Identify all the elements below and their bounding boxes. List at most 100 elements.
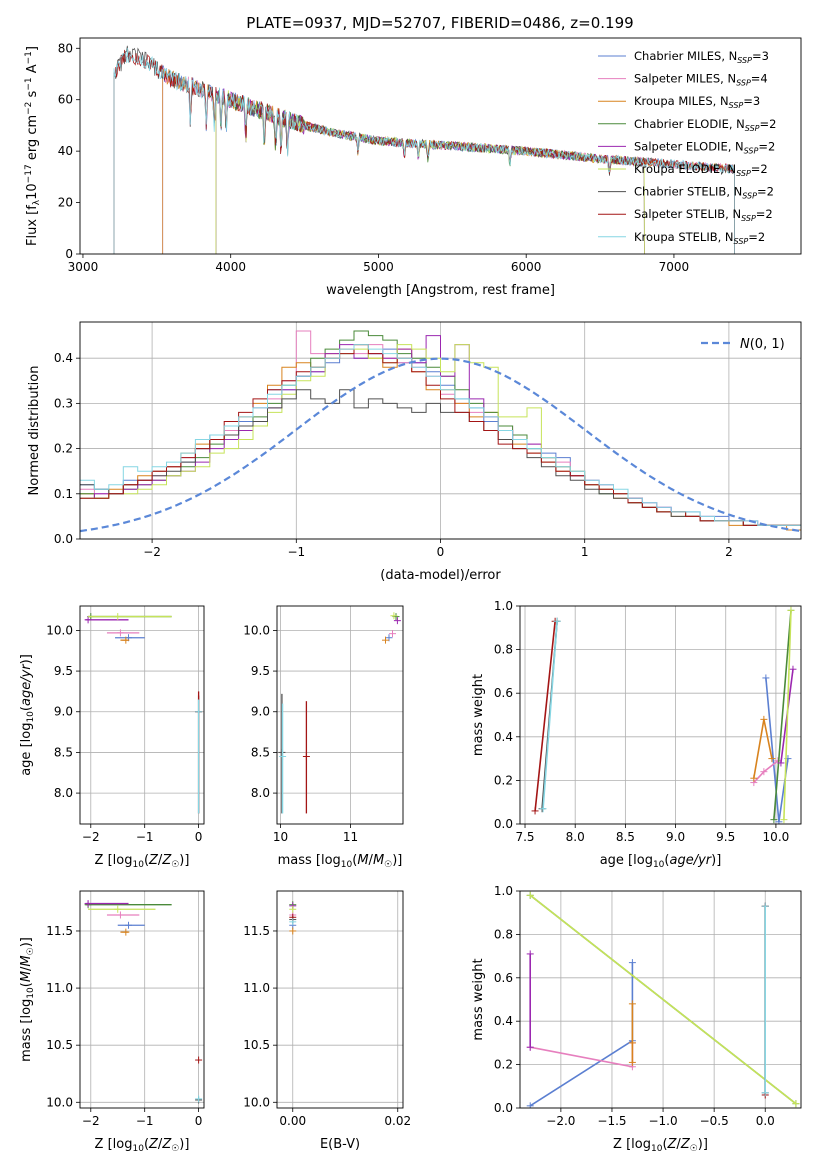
y-axis-label: Flux [fλ10−17 erg cm−2 s−1 A−1] <box>24 46 42 246</box>
x-axis-label: mass [log10(M/M☉)] <box>278 853 403 870</box>
plot-age_vs_mass: 10 11 8.0 8.5 9.0 9.5 10.0 mass [log10(M/M☉)] <box>243 605 404 870</box>
plot-mass_vs_z: −2 −1 0 10.0 10.5 11.0 11.5 Z [log10(Z/Z☉)] mass… <box>19 890 205 1154</box>
legend-label: Kroupa MILES, NSSP=3 <box>634 94 760 110</box>
y-tick-label: 0 <box>65 247 73 261</box>
x-tick-label: 5000 <box>363 260 394 274</box>
axes-frame <box>79 321 802 540</box>
axes-frame <box>276 605 404 825</box>
y-axis-label: mass weight <box>471 674 486 756</box>
y-tick-label: 8.0 <box>54 786 73 800</box>
x-tick-label: 6000 <box>511 260 542 274</box>
y-tick-label: 9.0 <box>251 705 270 719</box>
y-tick-label: 0.3 <box>54 396 73 410</box>
plot-area-age_vs_mass <box>278 612 401 814</box>
y-tick-label: 9.5 <box>251 664 270 678</box>
y-tick-label: 0.4 <box>494 730 513 744</box>
y-tick-label: 0.8 <box>494 927 513 941</box>
y-tick-label: 11.5 <box>46 924 73 938</box>
y-axis-label: age [log10(age/yr)] <box>19 654 36 776</box>
y-tick-label: 8.5 <box>54 745 73 759</box>
x-tick-label: 3000 <box>68 260 99 274</box>
y-tick-label: 0.2 <box>494 773 513 787</box>
x-tick-label: −1.0 <box>648 1114 677 1128</box>
histogram-kroupa_stelib <box>80 344 801 526</box>
plot-spectrum: 3000 4000 5000 6000 7000 0 20 40 60 80 Chabrier MI… <box>24 37 802 298</box>
legend-label: Salpeter MILES, NSSP=4 <box>634 72 768 88</box>
x-tick-label: 9.5 <box>716 830 735 844</box>
y-tick-label: 8.0 <box>251 786 270 800</box>
axes-frame <box>276 890 404 1109</box>
legend-label: Chabrier MILES, NSSP=3 <box>634 49 769 65</box>
axes-frame <box>79 37 802 255</box>
y-tick-label: 10.5 <box>46 1038 73 1052</box>
plot-area-residuals <box>80 330 801 533</box>
x-tick-label: −1 <box>136 830 154 844</box>
weight-line-chabrier_miles <box>529 962 634 1107</box>
y-tick-label: 40 <box>58 144 73 158</box>
plot-area-mass_vs_ebv <box>289 901 297 935</box>
x-tick-label: −1 <box>287 545 305 559</box>
x-tick-label: −2.0 <box>546 1114 575 1128</box>
x-tick-label: 0 <box>195 1114 203 1128</box>
spectrum-line-chabrier_elodie <box>215 88 645 254</box>
x-tick-label: −1.5 <box>597 1114 626 1128</box>
y-tick-label: 0.0 <box>494 817 513 831</box>
weight-line-salpeter_stelib <box>534 621 556 811</box>
legend-label: Salpeter ELODIE, NSSP=2 <box>634 139 775 155</box>
x-tick-label: 2 <box>725 545 733 559</box>
x-axis-label: Z [log10(Z/Z☉)] <box>95 853 190 870</box>
x-tick-label: 10 <box>273 830 288 844</box>
y-tick-label: 0.6 <box>494 686 513 700</box>
x-tick-label: −2 <box>82 830 100 844</box>
y-tick-label: 9.0 <box>54 705 73 719</box>
x-tick-label: 10.0 <box>763 830 790 844</box>
x-tick-label: 1 <box>581 545 589 559</box>
y-tick-label: 9.5 <box>54 664 73 678</box>
weight-line-kroupa_stelib <box>542 621 558 809</box>
x-axis-label: E(B-V) <box>320 1137 360 1152</box>
x-tick-label: 9.0 <box>666 830 685 844</box>
y-tick-label: 1.0 <box>494 599 513 613</box>
x-tick-label: −2 <box>82 1114 100 1128</box>
y-tick-label: 0.2 <box>494 1058 513 1072</box>
legend-label: Kroupa STELIB, NSSP=2 <box>634 230 765 246</box>
legend-label: Kroupa ELODIE, NSSP=2 <box>634 162 768 178</box>
y-tick-label: 8.5 <box>251 745 270 759</box>
x-tick-label: 0.02 <box>384 1114 411 1128</box>
y-axis-label: mass [log10(M/M☉)] <box>19 937 36 1062</box>
weight-line-chabrier_elodie <box>773 610 792 820</box>
plot-age_vs_z: −2 −1 0 8.0 8.5 9.0 9.5 10.0 Z [log10(Z/Z☉)] age … <box>19 605 205 870</box>
x-axis-label: Z [log10(Z/Z☉)] <box>613 1137 708 1154</box>
y-tick-label: 11.0 <box>46 981 73 995</box>
spectrum-line-salpeter_elodie <box>215 88 645 254</box>
y-axis-label: Normed distribution <box>27 366 42 496</box>
x-tick-label: 0 <box>437 545 445 559</box>
normal-curve <box>80 357 801 533</box>
y-tick-label: 0.4 <box>494 1014 513 1028</box>
legend-label: Chabrier STELIB, NSSP=2 <box>634 185 774 201</box>
y-tick-label: 10.0 <box>46 1095 73 1109</box>
axes-frame <box>519 605 802 825</box>
x-axis-label: age [log10(age/yr)] <box>600 853 722 870</box>
legend-label-normal: N(0, 1) <box>740 337 785 352</box>
plot-mass_vs_ebv: 0.00 0.02 10.0 10.5 11.0 11.5 E(B-V) <box>243 890 411 1152</box>
plot-area-age_vs_z <box>84 613 203 814</box>
y-tick-label: 10.0 <box>243 623 270 637</box>
y-tick-label: 60 <box>58 93 73 107</box>
x-tick-label: −2 <box>143 545 161 559</box>
y-tick-label: 0.1 <box>54 487 73 501</box>
plot-area-spectrum <box>113 45 735 254</box>
spectrum-line-kroupa_stelib <box>113 47 735 254</box>
legend-label: Chabrier ELODIE, NSSP=2 <box>634 117 776 133</box>
y-tick-label: 10.0 <box>46 623 73 637</box>
y-tick-label: 0.0 <box>54 532 73 546</box>
plot-area-weight_vs_age <box>531 606 797 824</box>
y-tick-label: 10.5 <box>243 1038 270 1052</box>
x-tick-label: 8.0 <box>566 830 585 844</box>
y-tick-label: 11.0 <box>243 981 270 995</box>
plot-residuals: −2 −1 0 1 2 0.0 0.1 0.2 0.3 0.4 N(0, 1) (data-model… <box>27 321 802 583</box>
x-tick-label: 4000 <box>215 260 246 274</box>
x-tick-label: 0 <box>195 830 203 844</box>
